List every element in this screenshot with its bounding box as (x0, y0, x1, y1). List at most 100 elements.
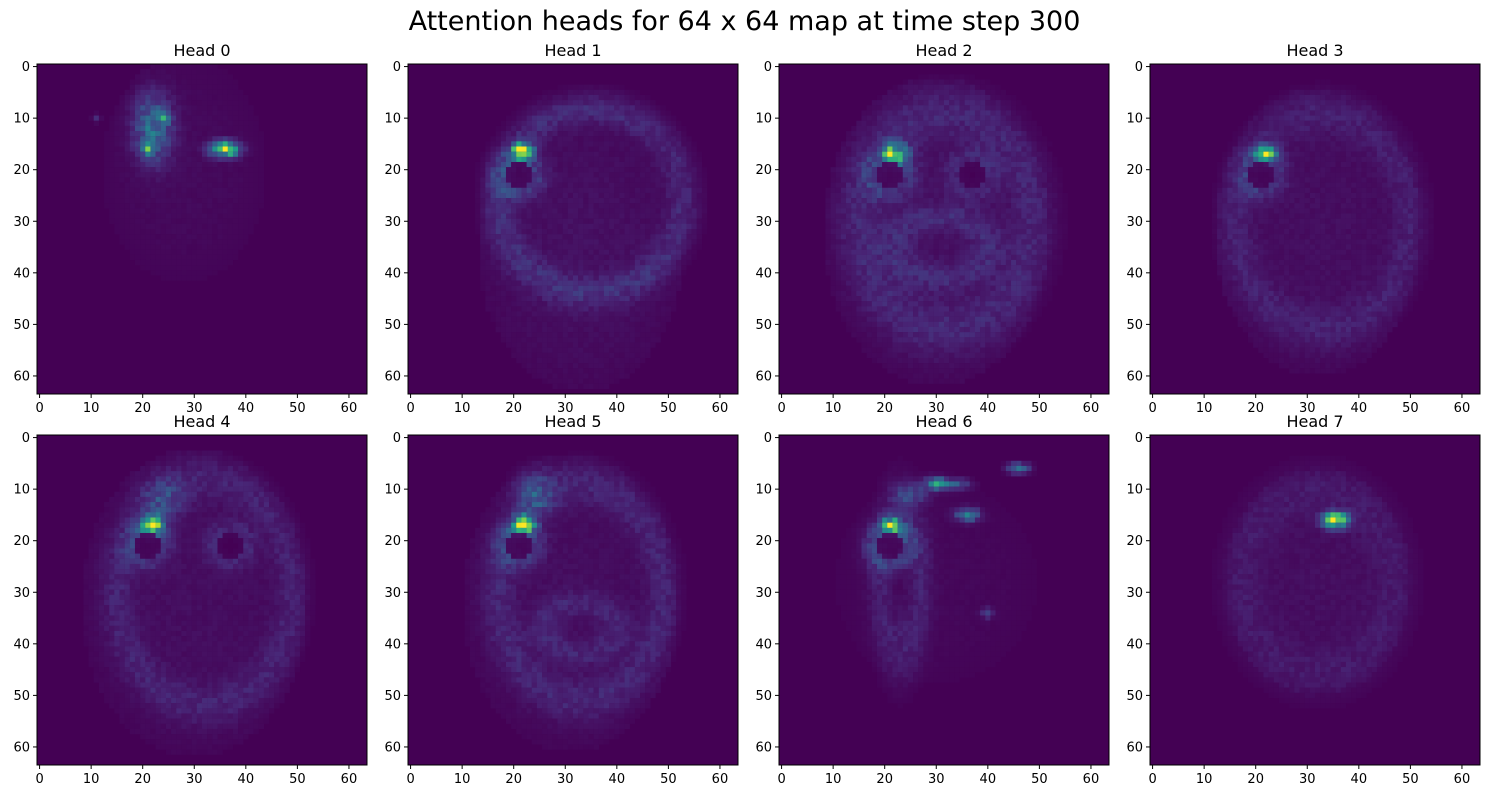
heatmap-cell (655, 234, 661, 240)
heatmap-cell (227, 213, 234, 219)
heatmap-cell (536, 151, 543, 157)
heatmap-cell (603, 337, 610, 343)
heatmap-cell (985, 290, 991, 297)
heatmap-cell (980, 120, 986, 127)
heatmap-cell (985, 234, 991, 240)
heatmap-cell (202, 234, 208, 240)
heatmap-cell (660, 213, 666, 219)
heatmap-cell (918, 136, 924, 142)
heatmap-cell (253, 120, 259, 127)
heatmap-cell (650, 161, 656, 168)
heatmap-cell (933, 136, 939, 142)
heatmap-cell (536, 167, 543, 173)
heatmap-cell (145, 203, 151, 209)
heatmap-cell (840, 172, 847, 178)
heatmap-cell (866, 229, 872, 235)
heatmap-cell (495, 192, 501, 199)
heatmap-cell (171, 120, 177, 127)
heatmap-cell (536, 198, 543, 204)
heatmap-cell (217, 239, 223, 245)
heatmap-cell (191, 254, 197, 261)
heatmap-cell (557, 357, 563, 364)
heatmap-cell (995, 125, 1001, 132)
heatmap-cell (624, 89, 630, 96)
heatmap-cell (1021, 223, 1027, 230)
heatmap-cell (897, 265, 903, 271)
heatmap-cell (928, 285, 934, 292)
heatmap-cell (145, 161, 151, 168)
heatmap-cell (521, 332, 527, 338)
heatmap-cell (964, 192, 970, 199)
heatmap-cell (578, 100, 584, 106)
heatmap-cell (588, 363, 594, 369)
heatmap-cell (552, 218, 558, 224)
heatmap-cell (876, 120, 883, 127)
heatmap-cell (521, 357, 527, 364)
heatmap-cell (959, 151, 965, 157)
heatmap-cell (155, 120, 161, 127)
heatmap-cell (609, 203, 615, 209)
heatmap-cell (114, 172, 120, 178)
heatmap-cell (227, 192, 234, 199)
heatmap-cell (1011, 198, 1017, 204)
heatmap-cell (1057, 167, 1063, 173)
heatmap-cell (866, 151, 872, 157)
heatmap-cell (557, 223, 563, 230)
heatmap-cell (640, 223, 646, 230)
heatmap-cell (593, 352, 599, 359)
heatmap-cell (207, 74, 213, 80)
heatmap-cell (1021, 254, 1027, 261)
heatmap-cell (655, 172, 661, 178)
heatmap-cell (511, 172, 517, 178)
heatmap-cell (531, 136, 538, 142)
heatmap-cell (897, 249, 903, 255)
heatmap-cell (124, 105, 130, 111)
heatmap-cell (516, 115, 522, 121)
heatmap-cell (191, 79, 197, 85)
heatmap-cell (619, 208, 625, 214)
heatmap-cell (1057, 213, 1063, 219)
heatmap-cell (1005, 234, 1012, 240)
heatmap-cell (933, 115, 939, 121)
heatmap-cell (938, 110, 945, 116)
heatmap-cell (160, 167, 167, 173)
heatmap-cell (959, 172, 965, 178)
heatmap-cell (882, 182, 888, 188)
heatmap-cell (155, 254, 161, 261)
heatmap-cell (598, 218, 605, 224)
heatmap-cell (145, 187, 151, 194)
heatmap-cell (944, 187, 950, 194)
heatmap-cell (588, 177, 594, 183)
heatmap-cell (985, 203, 991, 209)
heatmap-cell (145, 125, 151, 132)
heatmap-cell (645, 192, 651, 199)
heatmap-cell (887, 131, 893, 137)
heatmap-cell (480, 156, 486, 163)
heatmap-cell (691, 182, 697, 188)
heatmap-cell (109, 125, 115, 132)
heatmap-cell (614, 136, 620, 142)
heatmap-cell (949, 172, 955, 178)
heatmap-cell (196, 177, 203, 183)
heatmap-cell (871, 172, 878, 178)
heatmap-cell (500, 249, 507, 255)
heatmap-cell (974, 290, 981, 297)
heatmap-cell (665, 192, 672, 199)
heatmap-cell (150, 105, 156, 111)
heatmap-cell (217, 151, 223, 157)
heatmap-cell (882, 218, 888, 224)
heatmap-cell (995, 182, 1001, 188)
heatmap-cell (969, 94, 976, 101)
heatmap-cell (593, 141, 599, 147)
heatmap-cell (598, 352, 605, 359)
heatmap-cell (124, 94, 130, 101)
heatmap-cell (650, 131, 656, 137)
heatmap-cell (959, 254, 965, 261)
heatmap-cell (856, 270, 862, 276)
heatmap-cell (640, 100, 646, 106)
heatmap-cell (490, 192, 496, 199)
heatmap-cell (1016, 187, 1022, 194)
heatmap-cell (892, 177, 898, 183)
heatmap-cell (129, 136, 136, 142)
heatmap-cell (619, 136, 625, 142)
